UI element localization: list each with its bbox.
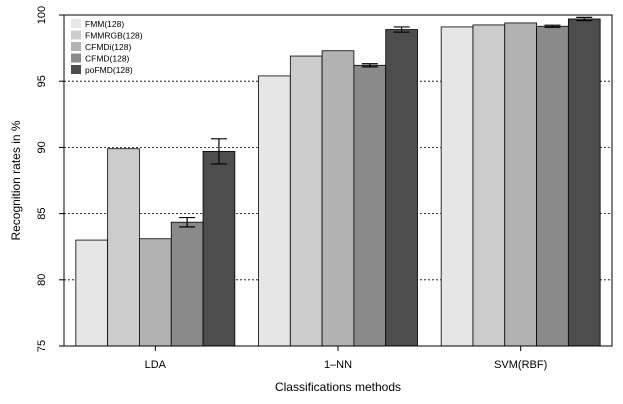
bar	[107, 148, 140, 347]
legend-label: FMMRGB(128)	[85, 31, 143, 41]
bar	[353, 64, 387, 347]
error-bars	[179, 16, 593, 228]
bar	[440, 26, 474, 347]
bar	[289, 55, 323, 347]
bar	[536, 25, 569, 347]
bar	[258, 75, 291, 347]
x-tick-label: 1–NN	[324, 359, 352, 371]
legend-swatch	[71, 53, 81, 63]
y-tick-label: 75	[36, 340, 48, 352]
y-tick-label: 95	[36, 75, 48, 87]
bar	[385, 29, 418, 347]
legend-swatch	[71, 42, 81, 51]
legend-label: FMM(128)	[85, 19, 124, 29]
bars	[75, 18, 601, 347]
bar	[472, 24, 506, 347]
y-tick-label: 85	[36, 207, 48, 219]
y-tick-label: 100	[36, 6, 48, 24]
y-tick-label: 80	[36, 274, 48, 286]
y-tick-label: 90	[36, 141, 48, 153]
axes: 75 80 85 90 95 100 LDA 1–NN SVM(RBF)	[36, 6, 547, 371]
bar	[139, 238, 172, 347]
y-axis-label: Recognition rates in %	[9, 120, 23, 240]
bar	[75, 239, 109, 347]
bar	[567, 18, 601, 347]
legend-label: CFMD(128)	[85, 54, 130, 64]
bar	[321, 50, 355, 347]
x-axis-label: Classifications methods	[275, 380, 401, 394]
bar	[504, 22, 537, 347]
x-tick-label: SVM(RBF)	[494, 359, 547, 371]
legend: FMM(128) FMMRGB(128)CFMDi(128) CFMD(128)po…	[71, 19, 143, 75]
legend-label: poFMD(128)	[85, 65, 133, 75]
legend-swatch	[71, 30, 81, 40]
legend-swatch	[71, 65, 81, 74]
x-tick-label: LDA	[145, 359, 167, 371]
legend-label: CFMDi(128)	[85, 42, 131, 52]
bar	[170, 221, 204, 347]
bar	[202, 150, 236, 347]
legend-swatch	[71, 19, 81, 28]
